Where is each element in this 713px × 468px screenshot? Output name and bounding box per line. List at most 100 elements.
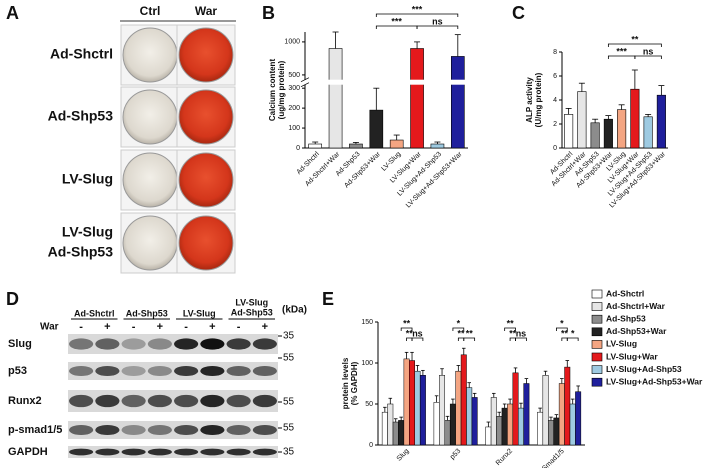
significance-label: ** bbox=[561, 328, 569, 338]
bar bbox=[630, 88, 640, 149]
x-tick-label: p-Smad1/5 bbox=[537, 448, 566, 468]
bar bbox=[507, 403, 514, 446]
treatment-sign: + bbox=[262, 321, 268, 333]
y-tick-label: 6 bbox=[553, 73, 557, 80]
significance-label: ** bbox=[406, 328, 414, 338]
well bbox=[178, 152, 234, 208]
marker-label: 55 bbox=[283, 397, 295, 408]
marker-label: 35 bbox=[283, 447, 295, 458]
legend-swatch bbox=[591, 377, 603, 387]
panel-label: C bbox=[512, 3, 525, 23]
bar bbox=[575, 391, 582, 446]
blot-band bbox=[200, 394, 225, 408]
bar bbox=[403, 358, 410, 446]
bar bbox=[430, 143, 445, 149]
bar bbox=[603, 118, 613, 149]
bar bbox=[643, 116, 653, 149]
blot-strip bbox=[68, 362, 278, 380]
well bbox=[122, 27, 178, 83]
significance-bracket bbox=[607, 55, 636, 59]
well bbox=[178, 27, 234, 83]
significance-bracket bbox=[452, 327, 465, 331]
treatment-label: War bbox=[40, 322, 59, 333]
well bbox=[122, 215, 178, 271]
row-label: Ad-Shctrl bbox=[50, 46, 113, 62]
group-label: LV-Slug bbox=[235, 297, 268, 307]
y-axis-label: Calcium content bbox=[268, 59, 277, 122]
well bbox=[178, 89, 234, 145]
blot-band bbox=[252, 394, 277, 408]
row-label: LV-Slug bbox=[62, 224, 113, 240]
axis-break-mark bbox=[300, 82, 310, 88]
legend-label: LV-Slug bbox=[606, 339, 637, 349]
blot-band bbox=[69, 424, 94, 436]
blot-band bbox=[69, 448, 94, 456]
bar bbox=[444, 420, 451, 446]
blot-band bbox=[200, 365, 225, 377]
y-tick-label: 0 bbox=[296, 145, 300, 152]
blot-band bbox=[69, 338, 94, 350]
significance-label: ** bbox=[466, 328, 474, 338]
blot-band bbox=[226, 365, 251, 377]
bar bbox=[389, 139, 404, 149]
bar bbox=[450, 56, 465, 149]
marker-label: 55 bbox=[283, 423, 295, 434]
blot-band bbox=[226, 394, 251, 408]
significance-bracket bbox=[515, 337, 527, 341]
blot-band bbox=[147, 338, 172, 350]
significance-bracket bbox=[463, 337, 476, 341]
bar bbox=[433, 402, 440, 446]
legend-label: Ad-Shp53+War bbox=[606, 326, 667, 336]
y-tick-label: 50 bbox=[365, 401, 373, 408]
treatment-sign: + bbox=[209, 321, 215, 333]
y-tick-label: 150 bbox=[361, 319, 373, 326]
row-label: GAPDH bbox=[8, 446, 48, 458]
bar bbox=[517, 407, 524, 446]
blot-band bbox=[121, 338, 146, 350]
bar bbox=[455, 370, 462, 446]
blot-band bbox=[200, 448, 225, 456]
legend-label: Ad-Shctrl+War bbox=[606, 301, 666, 311]
group-label: Ad-Shp53 bbox=[126, 308, 168, 318]
y-tick-label: 8 bbox=[553, 49, 557, 56]
panel-label: A bbox=[6, 3, 19, 23]
treatment-sign: - bbox=[79, 321, 83, 333]
bar bbox=[398, 420, 405, 446]
legend-swatch bbox=[591, 352, 603, 362]
legend-label: LV-Slug+Ad-Shp53 bbox=[606, 364, 682, 374]
group-label: Ad-Shctrl bbox=[74, 308, 115, 318]
significance-label: * bbox=[571, 328, 575, 338]
significance-label: ns bbox=[516, 328, 527, 338]
significance-bracket bbox=[634, 55, 662, 59]
bar bbox=[523, 383, 530, 446]
legend-label: Ad-Shctrl bbox=[606, 288, 644, 298]
x-tick-label: Ad-Shp53+War bbox=[343, 150, 382, 189]
blot-band bbox=[121, 424, 146, 436]
y-axis-label: (% GAPDH) bbox=[350, 361, 359, 405]
blot-band bbox=[69, 365, 94, 377]
blot-band bbox=[174, 394, 199, 408]
significance-label: ** bbox=[507, 318, 515, 328]
bar bbox=[419, 375, 426, 446]
blot-band bbox=[174, 365, 199, 377]
significance-bracket bbox=[406, 337, 413, 341]
y-tick-label: 100 bbox=[288, 125, 300, 132]
blot-band bbox=[121, 448, 146, 456]
bar bbox=[569, 403, 576, 446]
significance-label: ns bbox=[432, 16, 443, 26]
panel-label: D bbox=[6, 289, 19, 309]
significance-bracket bbox=[416, 25, 459, 29]
y-axis-label: ALP activity bbox=[525, 77, 534, 123]
y-axis-label: (ug/mg protein) bbox=[277, 60, 286, 119]
blot-band bbox=[226, 424, 251, 436]
bar bbox=[558, 383, 565, 446]
blot-band bbox=[121, 394, 146, 408]
bar bbox=[410, 48, 424, 149]
x-tick-label: Slug bbox=[396, 448, 411, 463]
bar bbox=[414, 370, 421, 446]
significance-label: ns bbox=[412, 328, 423, 338]
y-tick-label: 100 bbox=[361, 360, 373, 367]
row-label: LV-Slug bbox=[62, 171, 113, 187]
blot-band bbox=[252, 365, 277, 377]
blot-band bbox=[121, 365, 146, 377]
